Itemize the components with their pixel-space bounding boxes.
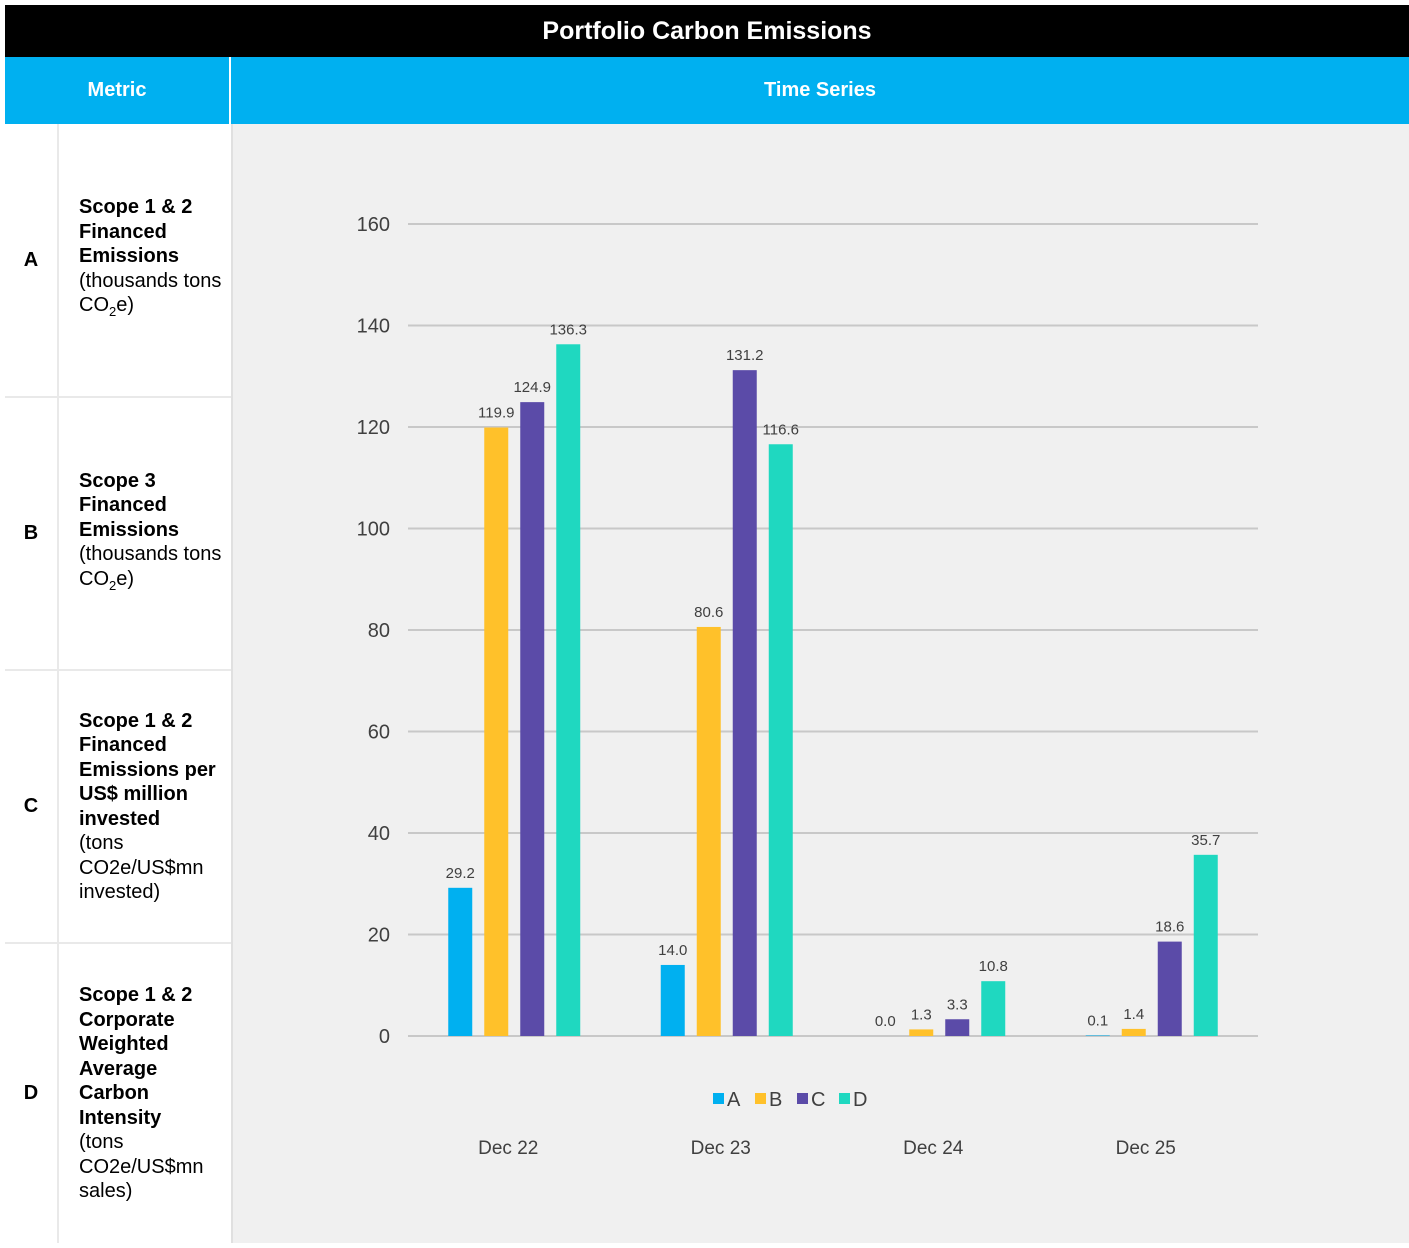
metric-name: Scope 1 & 2 Financed Emissions [79,196,193,268]
data-label: 0.0 [875,1013,896,1030]
data-label: 131.2 [726,347,764,364]
metric-row-d: D Scope 1 & 2 Corporate Weighted Average… [5,944,231,1243]
bar-c [732,370,757,1036]
metric-description: Scope 1 & 2 Financed Emissions (thousand… [79,124,227,396]
data-label: 116.6 [763,421,799,438]
table-title: Portfolio Carbon Emissions [5,5,1409,57]
metric-letter: D [5,944,59,1243]
bar-b [1121,1028,1146,1036]
legend-label: A [727,1089,741,1111]
chart-panel: 0 20 40 60 80 100 120 140 160 29.2 119.9 124.9 136.3… [231,124,1409,1243]
data-label: 80.6 [694,604,723,621]
x-tick-label: Dec 25 [1116,1138,1176,1159]
data-label: 119.9 [478,405,514,422]
legend-swatch-d [839,1093,850,1104]
metrics-column: A Scope 1 & 2 Financed Emissions (thousa… [5,124,231,1243]
data-label: 29.2 [446,865,475,882]
data-label: 1.4 [1123,1006,1144,1023]
header-row: Metric Time Series [5,57,1409,124]
metric-description: Scope 3 Financed Emissions (thousands to… [79,398,227,669]
metric-unit: (thousands tons CO2e) [79,543,222,593]
y-tick-label: 0 [379,1026,390,1048]
bar-a [448,887,473,1036]
metric-letter: A [5,124,59,396]
bar-d [768,444,793,1036]
bar-b [696,626,721,1036]
data-label: 124.9 [513,379,551,396]
metric-column-header: Metric [5,57,231,124]
data-label: 1.3 [911,1006,932,1023]
x-tick-label: Dec 24 [903,1138,964,1159]
metric-name: Scope 3 Financed Emissions [79,469,180,541]
bar-b [909,1029,934,1036]
y-tick-label: 40 [368,823,390,845]
bar-a [660,964,685,1036]
bar-c [520,402,545,1036]
y-tick-label: 20 [368,925,390,947]
legend-swatch-b [755,1093,766,1104]
metric-name: Scope 1 & 2 Financed Emissions per US$ m… [79,709,216,830]
data-label: 10.8 [979,958,1008,975]
data-label: 136.3 [549,321,587,338]
emissions-table: Portfolio Carbon Emissions Metric Time S… [5,5,1409,1243]
y-tick-label: 60 [368,722,390,744]
data-label: 14.0 [658,942,687,959]
metric-name: Scope 1 & 2 Corporate Weighted Average C… [79,984,193,1129]
metric-unit: (tons CO2e/US$mn sales) [79,1131,204,1203]
legend-label: B [769,1089,782,1111]
data-label: 0.1 [1087,1012,1108,1029]
metric-row-c: C Scope 1 & 2 Financed Emissions per US$… [5,671,231,944]
legend-label: D [853,1089,867,1111]
bar-b [484,427,509,1036]
legend-swatch-a [713,1093,724,1104]
data-label: 18.6 [1155,919,1184,936]
metric-row-a: A Scope 1 & 2 Financed Emissions (thousa… [5,124,231,398]
legend-label: C [811,1089,825,1111]
bar-chart: 0 20 40 60 80 100 120 140 160 29.2 119.9 124.9 136.3… [357,214,1258,1159]
metric-letter: C [5,671,59,942]
metric-description: Scope 1 & 2 Financed Emissions per US$ m… [79,671,227,942]
y-tick-label: 140 [357,316,390,338]
bar-d [981,981,1006,1036]
metric-unit: (tons CO2e/US$mn invested) [79,832,204,903]
metric-description: Scope 1 & 2 Corporate Weighted Average C… [79,944,227,1243]
y-tick-label: 120 [357,417,390,439]
y-tick-label: 160 [357,214,390,236]
metric-letter: B [5,398,59,669]
data-label: 3.3 [947,996,968,1013]
time-series-column-header: Time Series [764,79,876,101]
bar-d [1193,854,1218,1036]
bar-d [556,344,581,1037]
x-tick-label: Dec 22 [478,1138,538,1159]
x-tick-label: Dec 23 [691,1138,751,1159]
data-label: 35.7 [1191,832,1220,849]
bar-c [945,1019,970,1036]
legend-swatch-c [797,1093,808,1104]
metric-unit: (thousands tons CO2e) [79,269,222,320]
bar-a [1085,1035,1110,1036]
y-tick-label: 80 [368,620,390,642]
bar-c [1157,941,1182,1036]
y-tick-label: 100 [357,519,390,541]
metric-row-b: B Scope 3 Financed Emissions (thousands … [5,398,231,671]
